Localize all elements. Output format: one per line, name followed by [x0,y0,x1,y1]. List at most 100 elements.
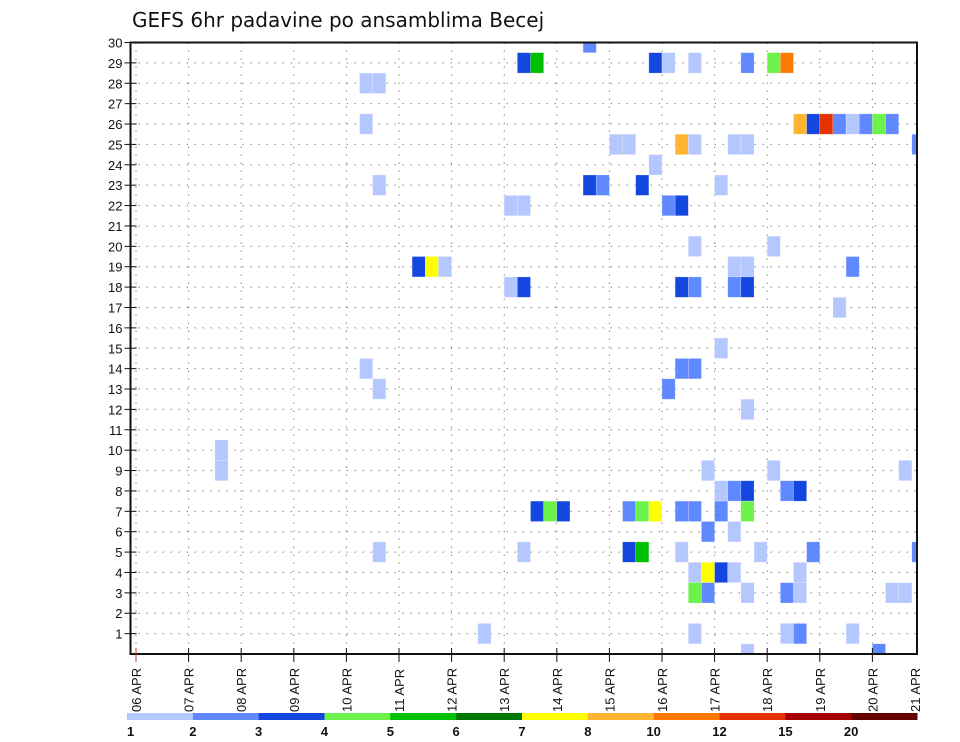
x-tick-label: 16 APR [655,668,670,712]
y-tick-label: 4 [115,565,122,580]
heatmap-cell [424,256,439,278]
heatmap-cell [832,296,847,318]
x-tick-label: 20 APR [865,668,880,712]
heatmap-cell [727,133,742,155]
heatmap-cell [661,378,676,400]
heatmap-cell [885,582,899,604]
y-tick-label: 14 [108,362,122,377]
y-axis: 1234567891011121314151617181920212223242… [108,36,137,642]
heatmap-cell [503,195,518,217]
y-tick-label: 3 [115,586,122,601]
heatmap-cell [517,276,531,298]
heatmap-cell [372,72,387,94]
heatmap-cell [845,256,860,278]
heatmap-cell [438,256,452,278]
heatmap-cell [740,398,755,420]
colorbar-label: 4 [321,724,329,739]
heatmap-cell [780,52,794,74]
y-tick-label: 17 [108,300,122,315]
y-tick-label: 9 [115,464,122,479]
colorbar-swatch [324,713,391,720]
heatmap-cell [714,480,729,502]
grid-lines [130,42,917,654]
heatmap-cell [635,541,650,563]
y-tick-label: 22 [108,199,122,214]
heatmap-cell [674,500,689,522]
colorbar-swatch [719,713,786,720]
heatmap-cell [530,500,544,522]
heatmap-cell [214,439,229,461]
colorbar-swatch [258,713,325,720]
y-tick-label: 15 [108,341,122,356]
heatmap-cell [701,561,715,583]
heatmap-cell [359,113,373,135]
heatmap-cell [674,133,689,155]
x-axis: 06 APR 07 APR 08 APR 09 APR 10 APR 11 APR 12 A… [129,648,923,712]
heatmap-cell [806,113,821,135]
heatmap-cell [793,113,807,135]
colorbar-swatch [390,713,457,720]
heatmap-cell [359,72,373,94]
y-tick-label: 25 [108,137,122,152]
y-tick-label: 19 [108,260,122,275]
heatmap-cell [687,582,702,604]
y-tick-label: 5 [115,545,122,560]
colorbar-label: 2 [189,724,196,739]
heatmap-cell [858,113,873,135]
heatmap-cell [648,52,663,74]
colorbar-label: 20 [844,724,858,739]
heatmap-cell [845,623,860,645]
heatmap-cell [214,460,229,482]
y-tick-label: 18 [108,280,122,295]
colorbar-swatch [522,713,589,720]
y-tick-label: 8 [115,484,122,499]
heatmap-cell [885,113,899,135]
heatmap-cell [793,582,807,604]
heatmap-cell [740,52,755,74]
heatmap-cell [740,500,755,522]
y-tick-label: 6 [115,525,122,540]
heatmap-cell [819,113,834,135]
heatmap-cell [727,276,742,298]
colorbar-label: 8 [584,724,591,739]
heatmap-cell [872,113,886,135]
heatmap-cell [898,582,913,604]
colorbar-label: 10 [646,724,660,739]
heatmap-cell [701,582,715,604]
heatmap-cell [793,623,807,645]
x-tick-label: 19 APR [813,668,828,712]
heatmap-cell [687,133,702,155]
heatmap-cell [714,561,729,583]
heatmap-cell [595,174,610,196]
heatmap-cell [727,521,742,543]
y-tick-label: 27 [108,97,122,112]
heatmap-cell [517,195,531,217]
heatmap-cell [609,133,623,155]
y-tick-label: 16 [108,321,122,336]
heatmap-cell [543,500,558,522]
heatmap-cell [622,133,636,155]
heatmap-cell [674,276,689,298]
y-tick-label: 11 [109,423,123,438]
x-tick-label: 21 APR [908,668,923,712]
y-tick-label: 21 [108,219,122,234]
heatmap-cell [701,460,715,482]
heatmap-cell [372,378,387,400]
heatmap-cell [687,561,702,583]
heatmap-cell [740,256,755,278]
colorbar-swatch [456,713,523,720]
heatmap-cell [687,623,702,645]
heatmap-cell [793,480,807,502]
heatmap-cell [740,480,755,502]
heatmap-cell [780,582,794,604]
heatmap-cell [806,541,821,563]
heatmap-cell [793,561,807,583]
y-tick-label: 26 [108,117,122,132]
heatmap-cell [372,541,387,563]
heatmap-cell [872,643,886,654]
y-tick-label: 30 [108,36,122,51]
chart-title: GEFS 6hr padavine po ansamblima Becej [132,8,544,32]
y-tick-label: 12 [108,402,122,417]
heatmap-cell [687,276,702,298]
